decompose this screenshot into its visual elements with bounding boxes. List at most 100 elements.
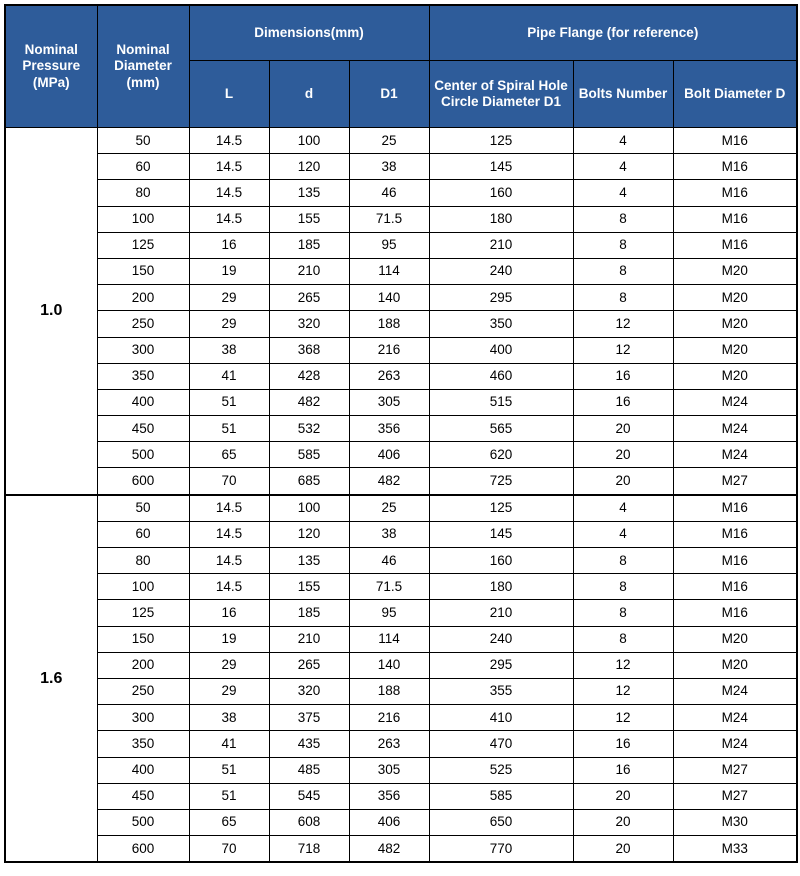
cell-sp: 240 xyxy=(429,626,573,652)
col-d: d xyxy=(269,61,349,128)
cell-d: 135 xyxy=(269,180,349,206)
table-row: 6014.5120381454M16 xyxy=(5,154,797,180)
cell-L: 29 xyxy=(189,285,269,311)
col-bolts-number: Bolts Number xyxy=(573,61,673,128)
cell-nd: 100 xyxy=(97,574,189,600)
table-row: 5006558540662020M24 xyxy=(5,442,797,468)
cell-bn: 20 xyxy=(573,836,673,863)
col-nominal-diameter: Nominal Diameter (mm) xyxy=(97,5,189,128)
cell-d: 210 xyxy=(269,626,349,652)
cell-bd: M24 xyxy=(673,442,797,468)
cell-nd: 250 xyxy=(97,311,189,337)
cell-bn: 12 xyxy=(573,705,673,731)
cell-sp: 515 xyxy=(429,389,573,415)
cell-d: 482 xyxy=(269,389,349,415)
cell-bn: 20 xyxy=(573,809,673,835)
cell-d: 685 xyxy=(269,468,349,495)
cell-d: 120 xyxy=(269,521,349,547)
cell-sp: 350 xyxy=(429,311,573,337)
cell-nd: 600 xyxy=(97,836,189,863)
cell-bd: M24 xyxy=(673,678,797,704)
cell-L: 14.5 xyxy=(189,495,269,522)
cell-d: 545 xyxy=(269,783,349,809)
cell-L: 14.5 xyxy=(189,574,269,600)
cell-L: 51 xyxy=(189,757,269,783)
cell-d: 155 xyxy=(269,574,349,600)
cell-nd: 50 xyxy=(97,495,189,522)
cell-bn: 16 xyxy=(573,389,673,415)
cell-D1: 71.5 xyxy=(349,206,429,232)
cell-bd: M27 xyxy=(673,468,797,495)
cell-d: 265 xyxy=(269,652,349,678)
cell-sp: 650 xyxy=(429,809,573,835)
table-row: 2502932018835012M20 xyxy=(5,311,797,337)
cell-sp: 210 xyxy=(429,232,573,258)
cell-L: 14.5 xyxy=(189,521,269,547)
table-row: 8014.5135461608M16 xyxy=(5,548,797,574)
table-row: 6007068548272520M27 xyxy=(5,468,797,495)
cell-nd: 150 xyxy=(97,626,189,652)
cell-sp: 770 xyxy=(429,836,573,863)
cell-L: 14.5 xyxy=(189,206,269,232)
cell-sp: 210 xyxy=(429,600,573,626)
cell-nd: 450 xyxy=(97,416,189,442)
cell-D1: 71.5 xyxy=(349,574,429,600)
cell-bn: 20 xyxy=(573,442,673,468)
cell-sp: 295 xyxy=(429,285,573,311)
col-l: L xyxy=(189,61,269,128)
cell-nd: 600 xyxy=(97,468,189,495)
cell-L: 16 xyxy=(189,232,269,258)
table-row: 6014.5120381454M16 xyxy=(5,521,797,547)
cell-sp: 145 xyxy=(429,154,573,180)
table-row: 150192101142408M20 xyxy=(5,258,797,284)
pressure-cell: 1.0 xyxy=(5,128,97,495)
cell-L: 51 xyxy=(189,783,269,809)
cell-bd: M20 xyxy=(673,337,797,363)
cell-sp: 160 xyxy=(429,548,573,574)
cell-D1: 38 xyxy=(349,154,429,180)
cell-nd: 150 xyxy=(97,258,189,284)
cell-bd: M27 xyxy=(673,783,797,809)
cell-D1: 356 xyxy=(349,783,429,809)
cell-bd: M16 xyxy=(673,154,797,180)
cell-bn: 4 xyxy=(573,521,673,547)
cell-D1: 114 xyxy=(349,626,429,652)
cell-sp: 525 xyxy=(429,757,573,783)
cell-nd: 400 xyxy=(97,389,189,415)
cell-d: 532 xyxy=(269,416,349,442)
cell-nd: 200 xyxy=(97,285,189,311)
cell-d: 718 xyxy=(269,836,349,863)
cell-d: 428 xyxy=(269,363,349,389)
cell-D1: 25 xyxy=(349,495,429,522)
cell-nd: 500 xyxy=(97,442,189,468)
col-nominal-pressure: Nominal Pressure (MPa) xyxy=(5,5,97,128)
cell-d: 375 xyxy=(269,705,349,731)
cell-bn: 8 xyxy=(573,258,673,284)
cell-d: 265 xyxy=(269,285,349,311)
cell-bn: 16 xyxy=(573,363,673,389)
cell-D1: 482 xyxy=(349,836,429,863)
cell-L: 65 xyxy=(189,809,269,835)
cell-nd: 200 xyxy=(97,652,189,678)
cell-L: 14.5 xyxy=(189,548,269,574)
table-header: Nominal Pressure (MPa) Nominal Diameter … xyxy=(5,5,797,128)
cell-bd: M20 xyxy=(673,626,797,652)
table-row: 3003836821640012M20 xyxy=(5,337,797,363)
cell-D1: 305 xyxy=(349,389,429,415)
cell-D1: 46 xyxy=(349,548,429,574)
table-row: 4005148530552516M27 xyxy=(5,757,797,783)
cell-bd: M16 xyxy=(673,128,797,154)
table-row: 12516185952108M16 xyxy=(5,600,797,626)
table-row: 10014.515571.51808M16 xyxy=(5,574,797,600)
cell-L: 51 xyxy=(189,416,269,442)
spec-table: Nominal Pressure (MPa) Nominal Diameter … xyxy=(4,4,798,863)
cell-bn: 4 xyxy=(573,495,673,522)
table-row: 3504142826346016M20 xyxy=(5,363,797,389)
cell-sp: 460 xyxy=(429,363,573,389)
cell-nd: 400 xyxy=(97,757,189,783)
table-row: 150192101142408M20 xyxy=(5,626,797,652)
cell-bd: M27 xyxy=(673,757,797,783)
table-row: 3003837521641012M24 xyxy=(5,705,797,731)
table-row: 2502932018835512M24 xyxy=(5,678,797,704)
cell-bn: 8 xyxy=(573,548,673,574)
